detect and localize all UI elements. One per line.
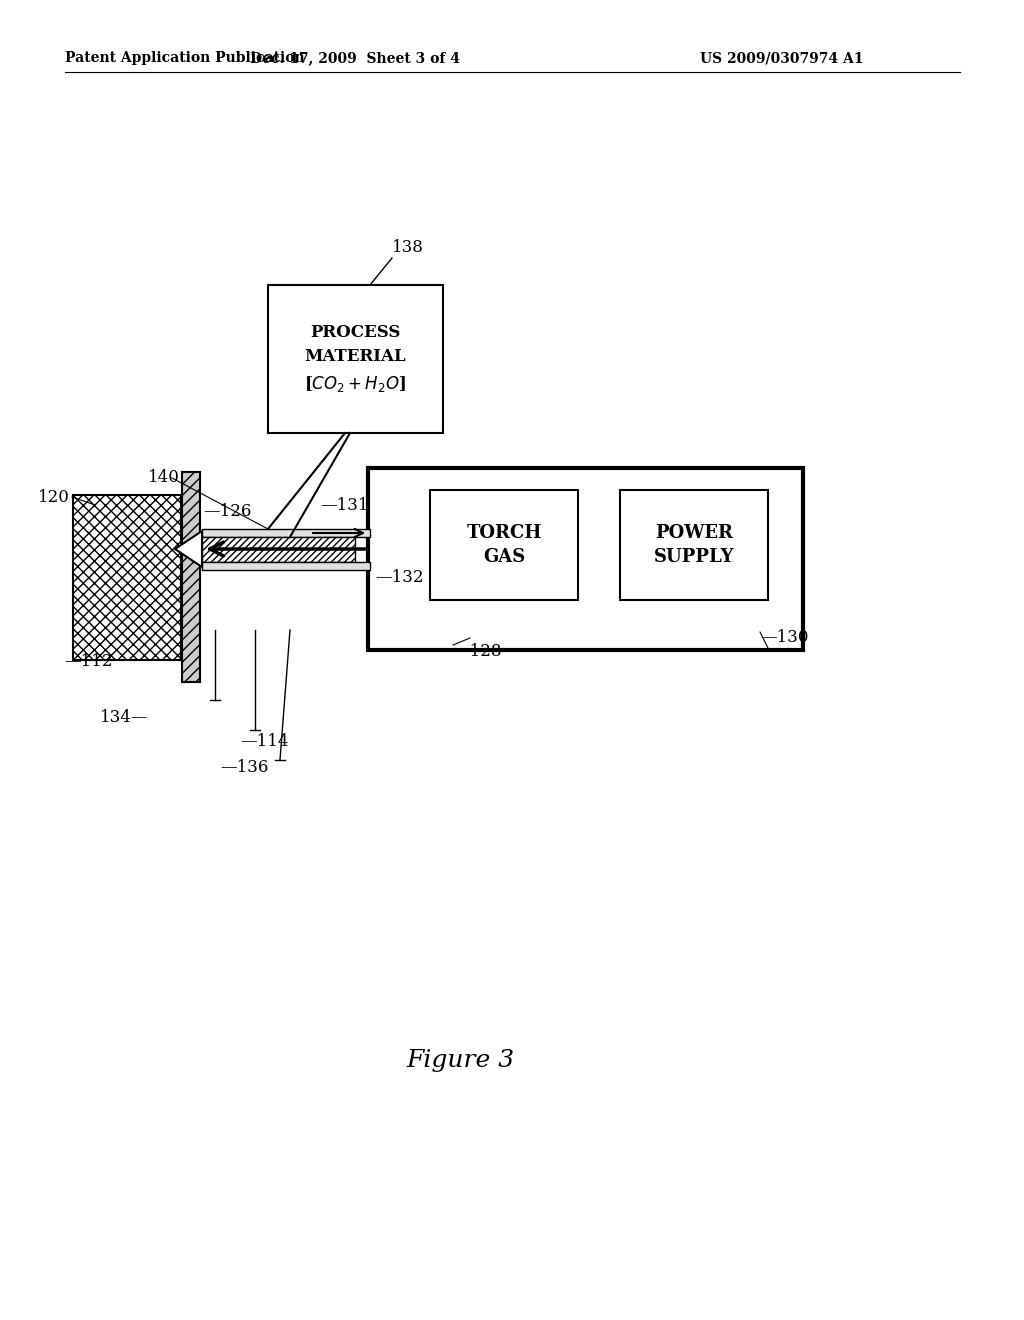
Bar [268, 285, 443, 433]
Text: —114: —114 [240, 734, 289, 751]
Polygon shape [175, 531, 202, 568]
Bar [202, 537, 355, 562]
Bar [430, 490, 578, 601]
Text: —132: —132 [375, 569, 424, 586]
Text: —128: —128 [453, 644, 502, 660]
Bar [202, 562, 370, 570]
Text: Figure 3: Figure 3 [406, 1048, 514, 1072]
Text: —130: —130 [760, 630, 809, 647]
Text: POWER
SUPPLY: POWER SUPPLY [653, 524, 734, 566]
Bar [202, 529, 370, 537]
Text: TORCH
GAS: TORCH GAS [466, 524, 542, 566]
Text: US 2009/0307974 A1: US 2009/0307974 A1 [700, 51, 863, 65]
Bar [368, 469, 803, 649]
Text: —112: —112 [63, 653, 113, 671]
Bar [620, 490, 768, 601]
Text: PROCESS
MATERIAL
[$CO_2 +H_2O$]: PROCESS MATERIAL [$CO_2 +H_2O$] [304, 323, 407, 395]
Text: 120: 120 [38, 488, 70, 506]
Text: —136: —136 [220, 759, 268, 776]
Text: 140: 140 [148, 470, 180, 487]
Text: —126: —126 [203, 503, 251, 520]
Text: Patent Application Publication: Patent Application Publication [65, 51, 304, 65]
Text: Dec. 17, 2009  Sheet 3 of 4: Dec. 17, 2009 Sheet 3 of 4 [250, 51, 460, 65]
Text: 138: 138 [392, 239, 424, 256]
Text: 134—: 134— [99, 710, 148, 726]
Bar [73, 495, 181, 660]
Bar [182, 473, 200, 682]
Text: —131: —131 [319, 496, 369, 513]
